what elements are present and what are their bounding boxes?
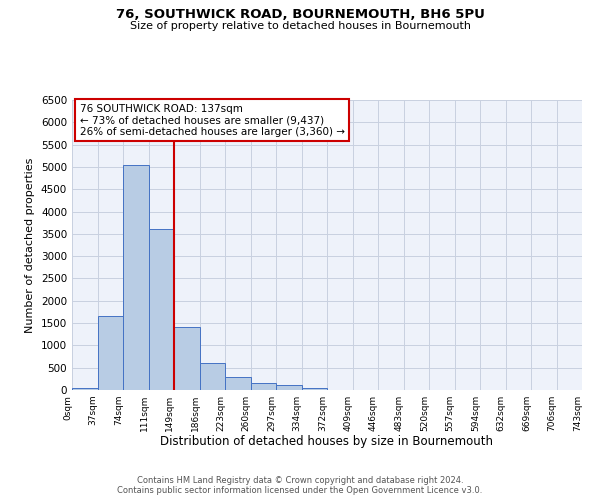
Text: Distribution of detached houses by size in Bournemouth: Distribution of detached houses by size …: [161, 435, 493, 448]
Text: Contains public sector information licensed under the Open Government Licence v3: Contains public sector information licen…: [118, 486, 482, 495]
Bar: [72, 388, 97, 390]
Bar: [251, 384, 276, 390]
Bar: [149, 230, 174, 390]
Bar: [199, 363, 225, 390]
Bar: [174, 326, 199, 390]
Bar: [225, 377, 251, 390]
Bar: [276, 384, 302, 390]
Y-axis label: Number of detached properties: Number of detached properties: [25, 158, 35, 332]
Text: 76, SOUTHWICK ROAD, BOURNEMOUTH, BH6 5PU: 76, SOUTHWICK ROAD, BOURNEMOUTH, BH6 5PU: [116, 8, 484, 20]
Text: Size of property relative to detached houses in Bournemouth: Size of property relative to detached ho…: [130, 21, 470, 31]
Bar: [302, 388, 327, 390]
Bar: [123, 164, 149, 390]
Text: Contains HM Land Registry data © Crown copyright and database right 2024.: Contains HM Land Registry data © Crown c…: [137, 476, 463, 485]
Bar: [97, 316, 123, 390]
Text: 76 SOUTHWICK ROAD: 137sqm
← 73% of detached houses are smaller (9,437)
26% of se: 76 SOUTHWICK ROAD: 137sqm ← 73% of detac…: [80, 104, 344, 137]
